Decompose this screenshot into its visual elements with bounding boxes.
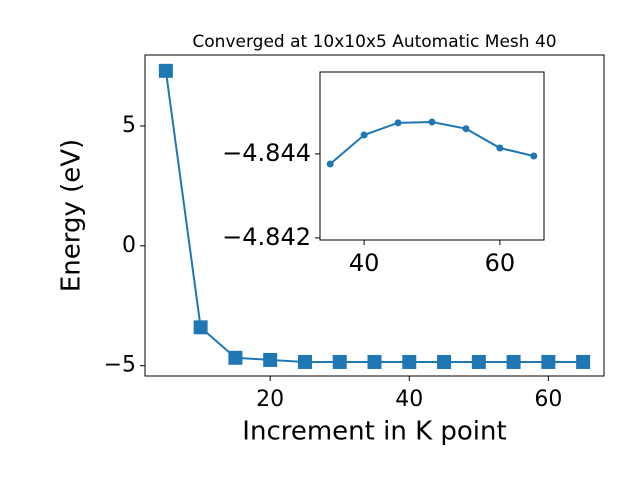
- marker: [326, 160, 334, 168]
- chart-title: Converged at 10x10x5 Automatic Mesh 40: [192, 32, 556, 52]
- y-tick-label: −4.844: [222, 139, 311, 167]
- marker: [437, 354, 452, 369]
- marker: [367, 354, 382, 369]
- marker: [263, 352, 278, 367]
- y-tick-label: −5: [104, 353, 136, 378]
- y-axis-label: Energy (eV): [57, 139, 87, 292]
- marker: [394, 119, 402, 127]
- marker: [360, 131, 368, 139]
- marker: [530, 152, 538, 160]
- marker: [158, 63, 173, 78]
- marker: [471, 354, 486, 369]
- marker: [402, 354, 417, 369]
- x-tick-label: 40: [349, 249, 380, 277]
- y-tick-label: 5: [122, 113, 136, 138]
- marker: [193, 320, 208, 335]
- marker: [541, 354, 556, 369]
- x-tick-label: 60: [534, 387, 562, 412]
- marker: [576, 354, 591, 369]
- marker: [428, 118, 436, 126]
- marker: [462, 125, 470, 133]
- x-tick-label: 60: [485, 249, 516, 277]
- marker: [228, 350, 243, 365]
- marker: [506, 354, 521, 369]
- marker: [496, 144, 504, 152]
- marker: [332, 354, 347, 369]
- x-tick-label: 40: [395, 387, 423, 412]
- marker: [297, 354, 312, 369]
- y-tick-label: 0: [122, 233, 136, 258]
- x-axis-label: Increment in K point: [242, 417, 506, 447]
- x-tick-label: 20: [256, 387, 284, 412]
- plot-area: [319, 71, 545, 241]
- y-tick-label: −4.842: [222, 223, 311, 251]
